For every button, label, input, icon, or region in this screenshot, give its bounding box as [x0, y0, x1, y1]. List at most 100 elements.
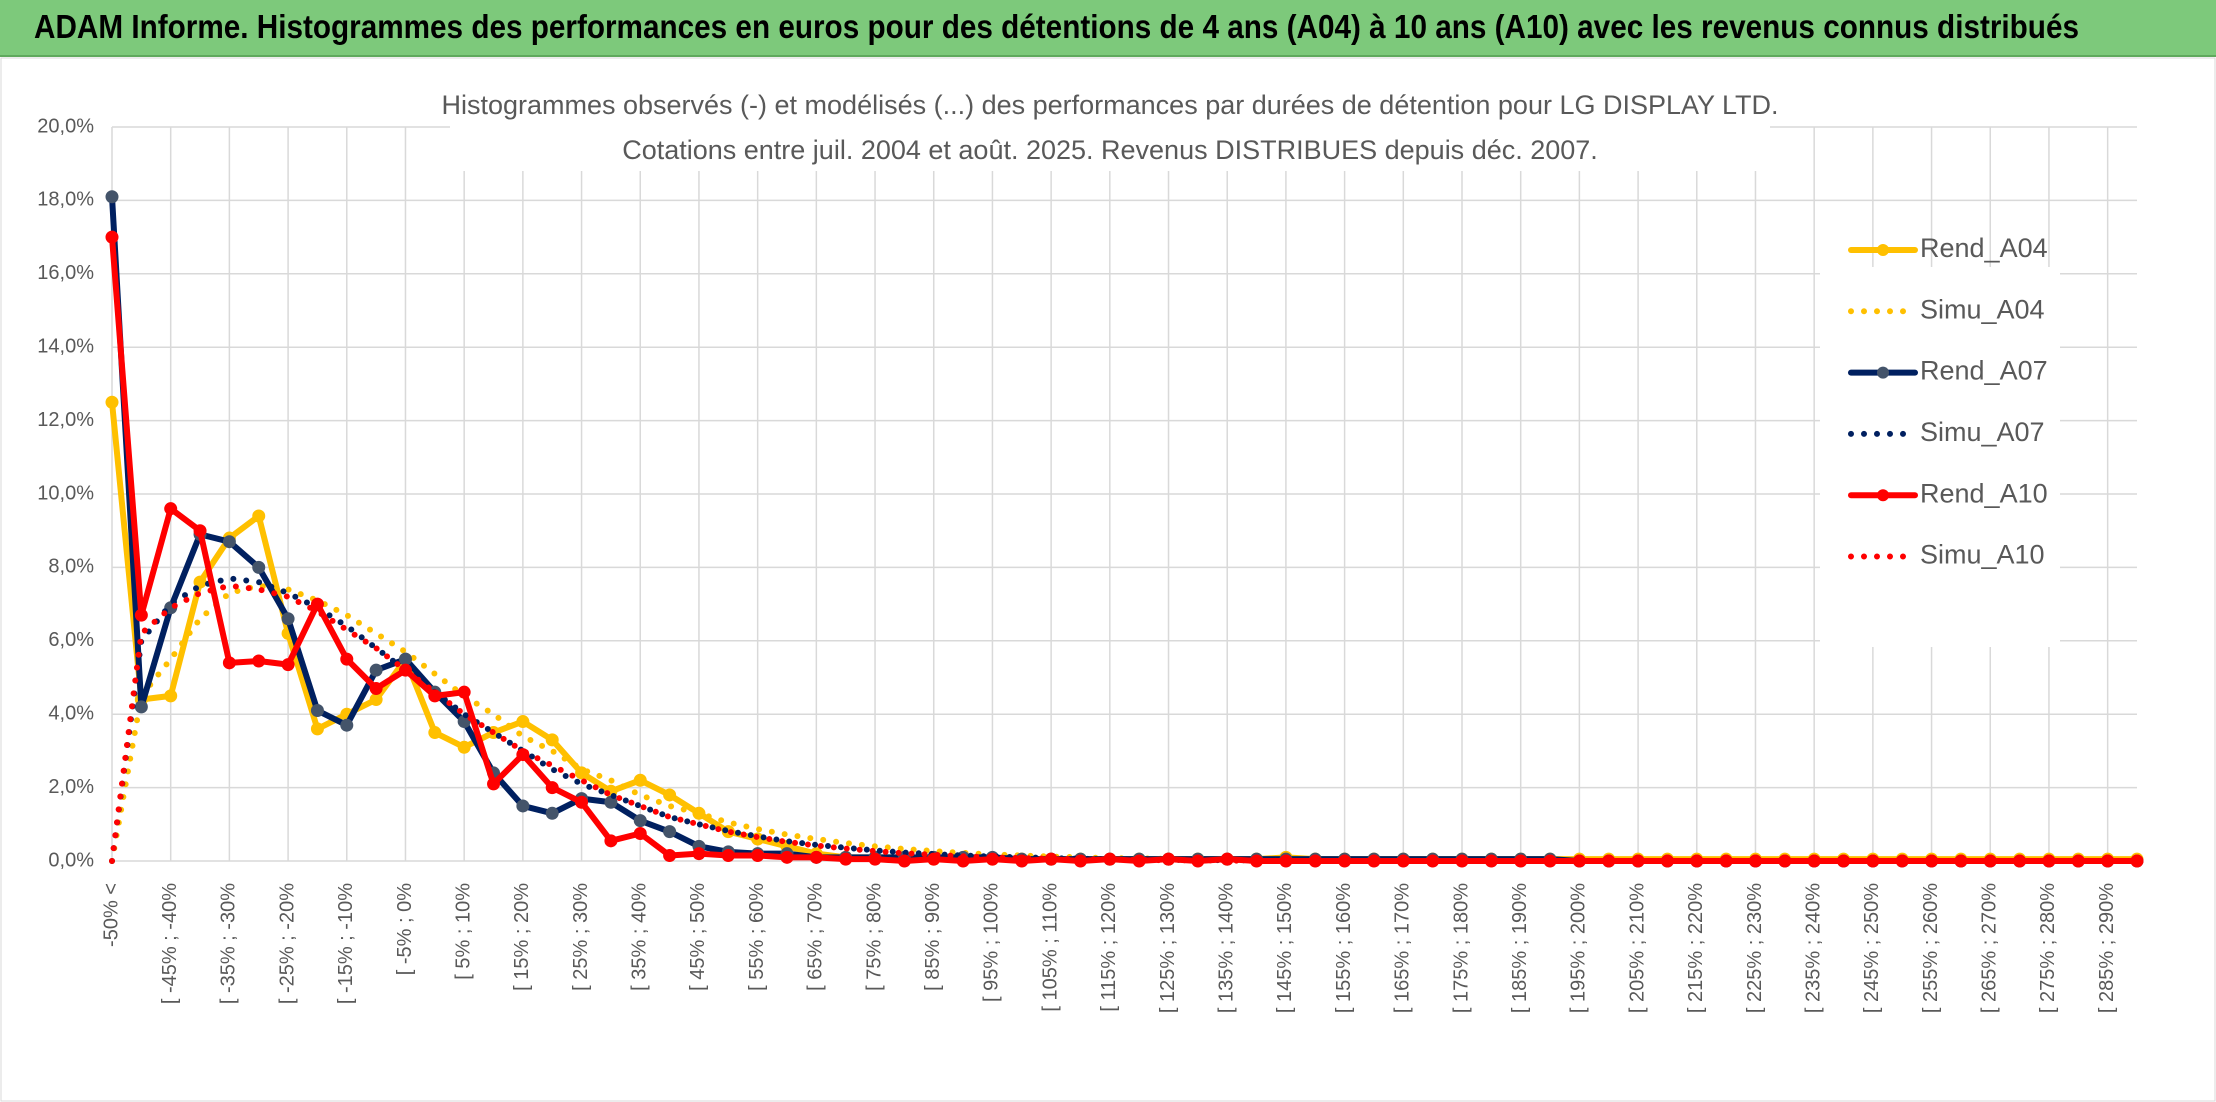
series-line [109, 234, 2140, 864]
legend-label: Rend_A04 [1920, 233, 2048, 263]
series-marker [545, 806, 559, 820]
y-tick-label: 8,0% [48, 556, 94, 578]
x-tick-label: [ 185% ; 190% [1509, 883, 1531, 1013]
x-tick-label: [ 145% ; 150% [1274, 883, 1296, 1013]
series-marker [428, 726, 442, 740]
series-marker [692, 847, 706, 861]
y-tick-label: 20,0% [37, 115, 94, 137]
y-tick-label: 6,0% [48, 629, 94, 651]
x-tick-label: -50% < [100, 883, 122, 947]
x-tick-label: [ 245% ; 250% [1861, 883, 1883, 1013]
series-marker [663, 788, 677, 802]
x-tick-label: [ -5% ; 0% [394, 883, 416, 975]
series-marker [105, 395, 119, 409]
x-tick-label: [ 255% ; 260% [1920, 883, 1942, 1013]
chart-subtitle: Cotations entre juil. 2004 et août. 2025… [622, 135, 1598, 165]
series-marker [164, 689, 178, 703]
series-marker [164, 502, 178, 516]
series-marker [868, 852, 882, 866]
x-tick-label: [ -15% ; -10% [335, 883, 357, 1004]
series-marker [516, 799, 530, 813]
y-tick-label: 2,0% [48, 776, 94, 798]
x-tick-label: [ 65% ; 70% [805, 883, 827, 991]
chart-title: Histogrammes observés (-) et modélisés (… [441, 90, 1778, 120]
series-marker [516, 715, 530, 729]
x-tick-label: [ 155% ; 160% [1333, 883, 1355, 1013]
series-marker [222, 656, 236, 670]
series-marker [839, 852, 853, 866]
x-tick-label: [ 115% ; 120% [1098, 883, 1120, 1012]
legend-marker [1877, 489, 1889, 502]
series-marker [134, 700, 148, 714]
series-marker [105, 190, 119, 204]
series-marker [369, 682, 383, 696]
series-marker [897, 854, 911, 868]
series-marker [809, 850, 823, 864]
series-marker [457, 685, 471, 699]
x-tick-label: [ 225% ; 230% [1744, 883, 1766, 1013]
series-marker [780, 850, 794, 864]
y-tick-label: 14,0% [37, 335, 94, 357]
header-bar: ADAM Informe. Histogrammes des performan… [0, 0, 2216, 57]
x-tick-label: [ 45% ; 50% [687, 883, 709, 991]
series-marker [633, 814, 647, 828]
series-marker [340, 718, 354, 732]
x-tick-label: [ -35% ; -30% [218, 883, 240, 1004]
x-tick-label: [ 215% ; 220% [1685, 883, 1707, 1013]
x-tick-label: [ 175% ; 180% [1450, 883, 1472, 1013]
x-tick-label: [ 135% ; 140% [1215, 883, 1237, 1013]
legend-label: Simu_A04 [1920, 294, 2045, 324]
series-marker [663, 848, 677, 862]
y-tick-label: 4,0% [48, 702, 94, 724]
legend-box [1820, 267, 2060, 647]
header-title: ADAM Informe. Histogrammes des performan… [34, 8, 2079, 45]
chart-frame [0, 57, 2216, 1102]
x-tick-label: [ 35% ; 40% [629, 883, 651, 991]
chart: 0,0% 2,0% 4,0% 6,0% 8,0% 10,0% 12,0% 14,0% 16,0%… [0, 57, 2216, 1102]
title-backdrop [450, 83, 1770, 171]
series-marker [105, 230, 119, 244]
series-marker [545, 781, 559, 795]
legend-label: Simu_A10 [1920, 540, 2045, 570]
legend-label: Simu_A07 [1920, 417, 2045, 447]
y-tick-label: 0,0% [48, 849, 94, 871]
x-tick-label: [ 15% ; 20% [511, 883, 533, 991]
series-marker [252, 509, 266, 523]
legend-marker [1877, 244, 1889, 256]
series-marker [575, 795, 589, 809]
series-marker [369, 693, 383, 707]
series-marker [340, 652, 354, 666]
y-tick-label: 16,0% [37, 262, 94, 284]
series-marker [222, 535, 236, 549]
series-line [109, 582, 2140, 864]
series-marker [398, 652, 412, 666]
series-marker [281, 658, 295, 672]
x-tick-label: [ 25% ; 30% [570, 883, 592, 991]
series-marker [487, 777, 501, 791]
legend-label: Rend_A10 [1920, 478, 2048, 508]
series-marker [252, 560, 266, 574]
series-marker [457, 740, 471, 754]
y-tick-label: 18,0% [37, 189, 94, 211]
x-tick-label: [ 205% ; 210% [1626, 883, 1648, 1013]
series-marker [721, 848, 735, 862]
series-marker [663, 825, 677, 839]
legend-label: Rend_A07 [1920, 356, 2048, 386]
x-tick-label: [ 195% ; 200% [1568, 883, 1590, 1013]
series-marker [310, 597, 324, 611]
series-marker [310, 722, 324, 736]
x-tick-label: [ 75% ; 80% [863, 883, 885, 991]
series-marker [633, 773, 647, 787]
series-marker [252, 654, 266, 668]
y-tick-label: 10,0% [37, 482, 94, 504]
x-tick-label: [ 285% ; 290% [2096, 883, 2118, 1013]
x-tick-label: [ 85% ; 90% [922, 883, 944, 991]
x-tick-label: [ -25% ; -20% [276, 883, 298, 1004]
plot [105, 190, 2144, 868]
series-marker [633, 826, 647, 840]
series-marker [193, 524, 207, 538]
x-tick-label: [ 95% ; 100% [981, 883, 1003, 1002]
x-tick-label: [ 55% ; 60% [746, 883, 768, 991]
series-marker [281, 612, 295, 626]
